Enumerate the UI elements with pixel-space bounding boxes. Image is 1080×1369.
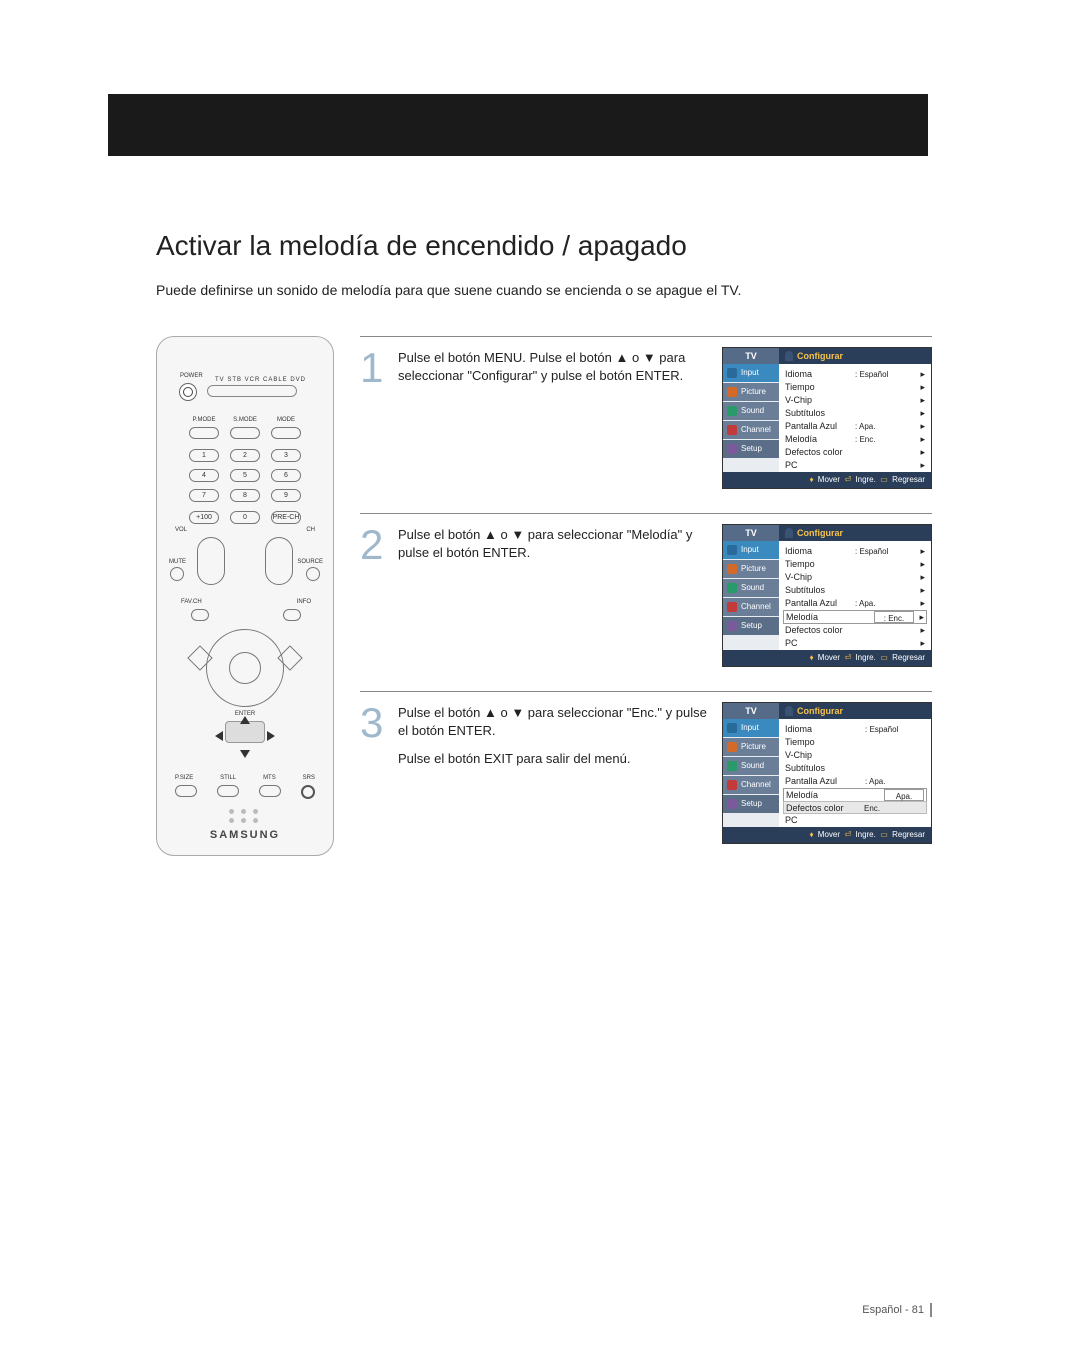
step-text: Pulse el botón ▲ o ▼ para seleccionar "M… (398, 524, 708, 667)
step-2: 2 Pulse el botón ▲ o ▼ para seleccionar … (360, 513, 932, 691)
mode-buttons (189, 427, 301, 439)
osd-row-sub: Defectos colorEnc. (783, 801, 927, 814)
remote-control: POWER TV STB VCR CABLE DVD P.MODE S.MODE… (156, 336, 334, 856)
osd-main: Idioma: Español▸ Tiempo▸ V-Chip▸ Subtítu… (779, 364, 931, 472)
osd-sidebar: Input Picture Sound Channel Setup (723, 364, 779, 472)
power-label: POWER (180, 373, 203, 379)
power-button-icon (179, 383, 197, 401)
num-row-2: 456 (189, 469, 301, 482)
vol-ch-labels: VOLCH (175, 527, 315, 533)
num-row-4: +1000PRE-CH (189, 511, 301, 524)
osd-tv: TV (723, 348, 779, 364)
step-number: 1 (360, 347, 384, 489)
down-arrow-icon (240, 750, 250, 758)
osd-2: TVConfigurar Input Picture Sound Channel… (722, 524, 932, 667)
header-accent (108, 94, 928, 156)
mode-labels: P.MODE S.MODE MODE (189, 417, 301, 423)
step-number: 2 (360, 524, 384, 667)
smode-label: S.MODE (230, 417, 260, 423)
osd-row-highlight: Melodía: Enc.▸ (783, 610, 927, 624)
step-3: 3 Pulse el botón ▲ o ▼ para seleccionar … (360, 691, 932, 868)
osd-side-sound: Sound (723, 402, 779, 420)
bottom-buttons (175, 785, 315, 799)
step-number: 3 (360, 702, 384, 844)
source-label: SOURCE (297, 559, 323, 565)
page-title: Activar la melodía de encendido / apagad… (156, 230, 932, 262)
mode-label: MODE (271, 417, 301, 423)
device-labels: TV STB VCR CABLE DVD (215, 377, 306, 383)
num-row-3: 789 (189, 489, 301, 502)
num-row-1: 123 (189, 449, 301, 462)
osd-side-channel: Channel (723, 421, 779, 439)
osd-3: TVConfigurar Input Picture Sound Channel… (722, 702, 932, 844)
mute-button-icon (170, 567, 184, 581)
pmode-label: P.MODE (189, 417, 219, 423)
page: Activar la melodía de encendido / apagad… (0, 0, 1080, 1369)
source-button-icon (306, 567, 320, 581)
ch-rocker (265, 537, 293, 585)
mid-buttons (191, 609, 301, 621)
osd-1: TVConfigurar Input Picture Sound Channel… (722, 347, 932, 489)
osd-side-setup: Setup (723, 440, 779, 458)
mid-labels: FAV.CHINFO (181, 599, 311, 605)
up-arrow-icon (240, 716, 250, 724)
steps-column: 1 Pulse el botón MENU. Pulse el botón ▲ … (360, 336, 932, 868)
mute-label: MUTE (169, 559, 186, 565)
step-1: 1 Pulse el botón MENU. Pulse el botón ▲ … (360, 336, 932, 513)
step-text: Pulse el botón MENU. Pulse el botón ▲ o … (398, 347, 708, 489)
osd-side-picture: Picture (723, 383, 779, 401)
left-arrow-icon (215, 731, 223, 741)
osd-side-input: Input (723, 364, 779, 382)
page-footer: Español - 81 (862, 1303, 932, 1317)
intro-text: Puede definirse un sonido de melodía par… (156, 282, 932, 298)
osd-title: Configurar (779, 348, 931, 364)
decor-dots (229, 809, 261, 823)
osd-row-highlight: MelodíaApa. (783, 788, 927, 802)
remote-column: POWER TV STB VCR CABLE DVD P.MODE S.MODE… (156, 336, 334, 868)
device-bar (207, 385, 297, 397)
osd-footer: ♦ Mover ⏎ Ingre. ▭ Regresar (723, 472, 931, 488)
right-arrow-icon (267, 731, 275, 741)
body: POWER TV STB VCR CABLE DVD P.MODE S.MODE… (156, 336, 932, 868)
enter-button (225, 721, 265, 743)
brand-label: SAMSUNG (157, 829, 333, 841)
nav-wheel (206, 629, 284, 707)
step-text: Pulse el botón ▲ o ▼ para seleccionar "E… (398, 702, 708, 844)
bottom-labels: P.SIZESTILLMTSSRS (175, 775, 315, 781)
vol-rocker (197, 537, 225, 585)
